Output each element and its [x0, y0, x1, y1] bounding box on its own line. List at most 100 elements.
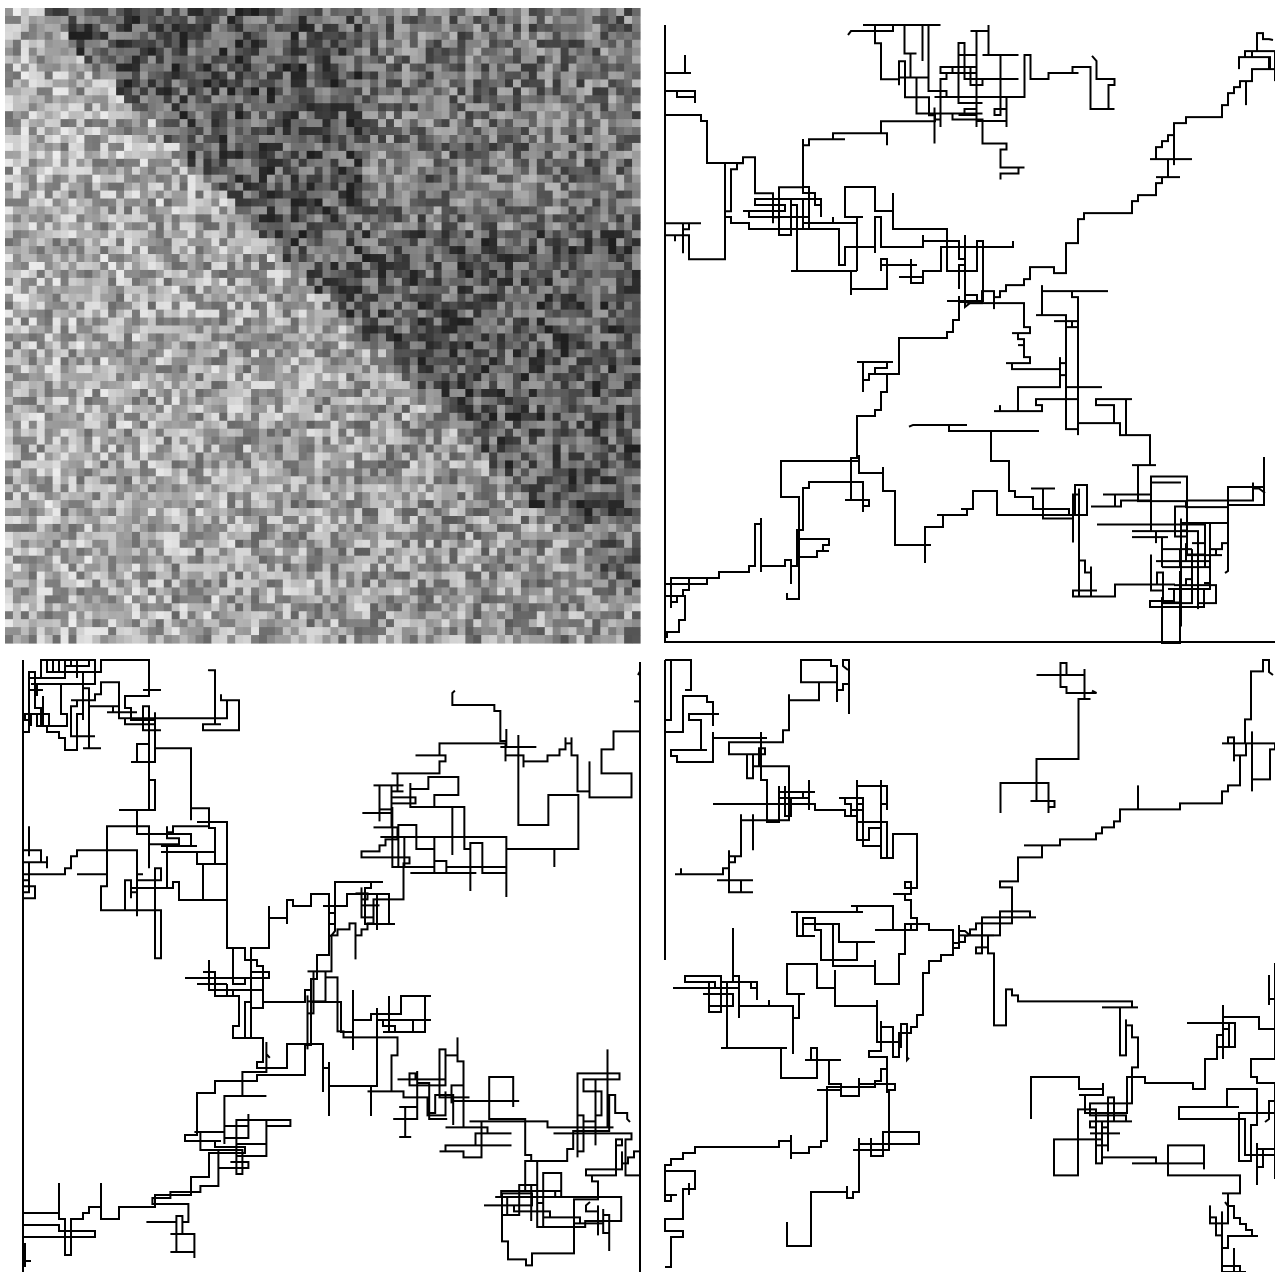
- pixel: [267, 421, 276, 430]
- pixel: [434, 405, 443, 414]
- pixel: [426, 56, 435, 65]
- pixel: [132, 72, 141, 81]
- pixel: [592, 199, 601, 208]
- pixel: [132, 111, 141, 120]
- pixel: [227, 278, 236, 287]
- pixel: [521, 365, 530, 374]
- pixel: [394, 16, 403, 25]
- pixel: [84, 64, 93, 73]
- pixel: [465, 389, 474, 398]
- pixel: [307, 206, 316, 215]
- pixel: [172, 492, 181, 501]
- pixel: [211, 278, 220, 287]
- pixel: [465, 32, 474, 41]
- pixel: [259, 270, 268, 279]
- pixel: [92, 294, 101, 303]
- pixel: [529, 167, 538, 176]
- pixel: [251, 500, 260, 509]
- pixel: [203, 87, 212, 96]
- pixel: [140, 48, 149, 57]
- pixel: [124, 421, 133, 430]
- pixel: [362, 389, 371, 398]
- pixel: [426, 167, 435, 176]
- pixel: [426, 492, 435, 501]
- pixel: [577, 270, 586, 279]
- pixel: [608, 199, 617, 208]
- pixel: [45, 167, 54, 176]
- pixel: [497, 222, 506, 231]
- pixel: [132, 286, 141, 295]
- pixel: [442, 492, 451, 501]
- pixel: [196, 143, 205, 152]
- pixel: [378, 103, 387, 112]
- pixel: [442, 310, 451, 319]
- pixel: [283, 397, 292, 406]
- pixel: [323, 453, 332, 462]
- pixel: [553, 365, 562, 374]
- pixel: [323, 286, 332, 295]
- pixel: [211, 24, 220, 33]
- pixel: [465, 135, 474, 144]
- pixel: [5, 199, 14, 208]
- pixel: [283, 357, 292, 366]
- pixel: [37, 484, 46, 493]
- pixel: [116, 349, 125, 358]
- pixel: [140, 127, 149, 136]
- pixel: [275, 16, 284, 25]
- pixel: [307, 278, 316, 287]
- pixel: [124, 349, 133, 358]
- pixel: [346, 389, 355, 398]
- pixel: [21, 460, 30, 469]
- pixel: [92, 230, 101, 239]
- pixel: [29, 206, 38, 215]
- pixel: [465, 206, 474, 215]
- pixel: [227, 16, 236, 25]
- pixel: [211, 87, 220, 96]
- pixel: [108, 72, 117, 81]
- pixel: [84, 135, 93, 144]
- pixel: [299, 143, 308, 152]
- pixel: [307, 127, 316, 136]
- pixel: [600, 429, 609, 438]
- pixel: [148, 373, 157, 382]
- pixel: [140, 206, 149, 215]
- pixel: [172, 421, 181, 430]
- pixel: [267, 135, 276, 144]
- pixel: [370, 191, 379, 200]
- pixel: [164, 318, 173, 327]
- pixel: [624, 262, 633, 271]
- pixel: [188, 175, 197, 184]
- pixel: [592, 183, 601, 192]
- pixel: [156, 437, 165, 446]
- pixel: [577, 87, 586, 96]
- pixel: [608, 151, 617, 160]
- pixel: [227, 111, 236, 120]
- pixel: [235, 310, 244, 319]
- pixel: [156, 294, 165, 303]
- pixel: [569, 167, 578, 176]
- pixel: [537, 254, 546, 263]
- pixel: [243, 310, 252, 319]
- pixel: [172, 159, 181, 168]
- pixel: [13, 222, 22, 231]
- pixel: [299, 302, 308, 311]
- pixel: [259, 437, 268, 446]
- pixel: [346, 111, 355, 120]
- pixel: [69, 270, 78, 279]
- pixel: [346, 262, 355, 271]
- pixel: [616, 72, 625, 81]
- pixel: [299, 24, 308, 33]
- pixel: [243, 32, 252, 41]
- pixel: [315, 246, 324, 255]
- pixel: [132, 159, 141, 168]
- pixel: [521, 397, 530, 406]
- pixel: [180, 484, 189, 493]
- pixel: [521, 95, 530, 104]
- pixel: [616, 254, 625, 263]
- pixel: [402, 32, 411, 41]
- pixel: [275, 468, 284, 477]
- pixel: [156, 183, 165, 192]
- pixel: [521, 40, 530, 49]
- pixel: [402, 294, 411, 303]
- pixel: [418, 318, 427, 327]
